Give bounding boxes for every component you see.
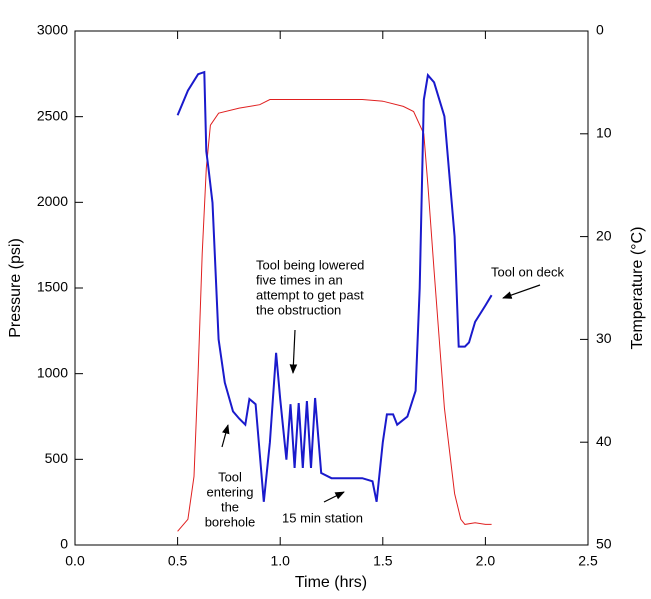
x-tick-label: 0.5 (168, 553, 188, 569)
y-tick-label: 0 (60, 536, 68, 552)
y-tick-label: 500 (45, 450, 69, 466)
annotation: five times in an (256, 272, 343, 287)
annotation-arrow (323, 491, 345, 503)
x-tick-label: 1.5 (373, 553, 393, 569)
annotation-arrow (502, 284, 541, 299)
y2-tick-label: 10 (596, 125, 612, 141)
x-tick-label: 2.0 (476, 553, 496, 569)
y-tick-label: 2000 (37, 193, 68, 209)
annotation-arrow (289, 329, 298, 374)
annotation: Tool being lowered (256, 257, 364, 272)
annotation: borehole (205, 514, 256, 529)
y2-tick-label: 50 (596, 536, 612, 552)
y-tick-label: 2500 (37, 107, 68, 123)
x-tick-label: 1.0 (270, 553, 290, 569)
annotation: the (221, 499, 239, 514)
y2-tick-label: 0 (596, 22, 604, 38)
y2-tick-label: 20 (596, 227, 612, 243)
x-axis-title: Time (hrs) (295, 574, 367, 591)
data-line (176, 70, 493, 502)
y2-tick-label: 40 (596, 433, 612, 449)
x-tick-label: 0.0 (65, 553, 85, 569)
y-tick-label: 1500 (37, 279, 68, 295)
y2-axis-title: Temperature (°C) (629, 227, 646, 350)
y-tick-label: 3000 (37, 22, 68, 38)
annotation: entering (207, 484, 254, 499)
y-axis-title: Pressure (psi) (7, 238, 24, 338)
annotation: attempt to get past (256, 287, 364, 302)
y-tick-label: 1000 (37, 364, 68, 380)
annotation-arrow (221, 424, 230, 448)
x-tick-label: 2.5 (578, 553, 598, 569)
annotation: 15 min station (282, 510, 363, 525)
data-line (177, 99, 492, 532)
annotation: Tool on deck (491, 264, 564, 279)
y2-tick-label: 30 (596, 330, 612, 346)
annotation: Tool (218, 469, 242, 484)
annotation: the obstruction (256, 302, 341, 317)
